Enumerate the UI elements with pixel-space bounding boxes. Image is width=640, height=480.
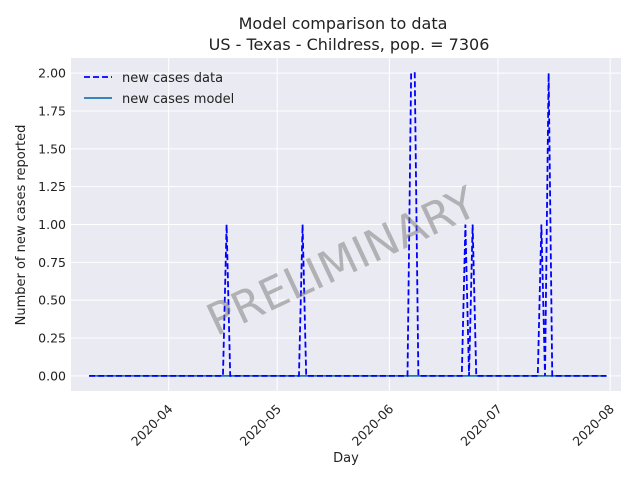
x-tick-label: 2020-05 — [237, 401, 285, 449]
legend-label-model: new cases model — [122, 92, 234, 107]
chart-title: Model comparison to data — [239, 14, 448, 33]
y-tick-label: 2.00 — [38, 66, 66, 81]
series-line-new-cases-data — [89, 72, 607, 377]
y-tick-label: 0.25 — [38, 331, 66, 346]
y-tick-label: 0.75 — [38, 255, 66, 270]
y-tick-label: 1.75 — [38, 103, 66, 118]
y-tick-label: 1.25 — [38, 179, 66, 194]
chart-subtitle: US - Texas - Childress, pop. = 7306 — [209, 35, 490, 54]
grid — [71, 58, 621, 391]
series-layer — [89, 72, 607, 377]
y-tick-label: 1.50 — [38, 141, 66, 156]
y-tick-label: 0.50 — [38, 293, 66, 308]
y-tick-label: 0.00 — [38, 368, 66, 383]
x-axis-label: Day — [333, 451, 359, 466]
y-tick-label: 1.00 — [38, 217, 66, 232]
x-tick-label: 2020-04 — [128, 401, 176, 449]
x-tick-label: 2020-08 — [570, 401, 618, 449]
x-tick-label: 2020-06 — [349, 401, 397, 449]
x-tick-label: 2020-07 — [457, 401, 505, 449]
y-axis-label: Number of new cases reported — [14, 125, 29, 326]
legend: new cases data new cases model — [84, 71, 234, 107]
legend-label-data: new cases data — [122, 71, 223, 86]
